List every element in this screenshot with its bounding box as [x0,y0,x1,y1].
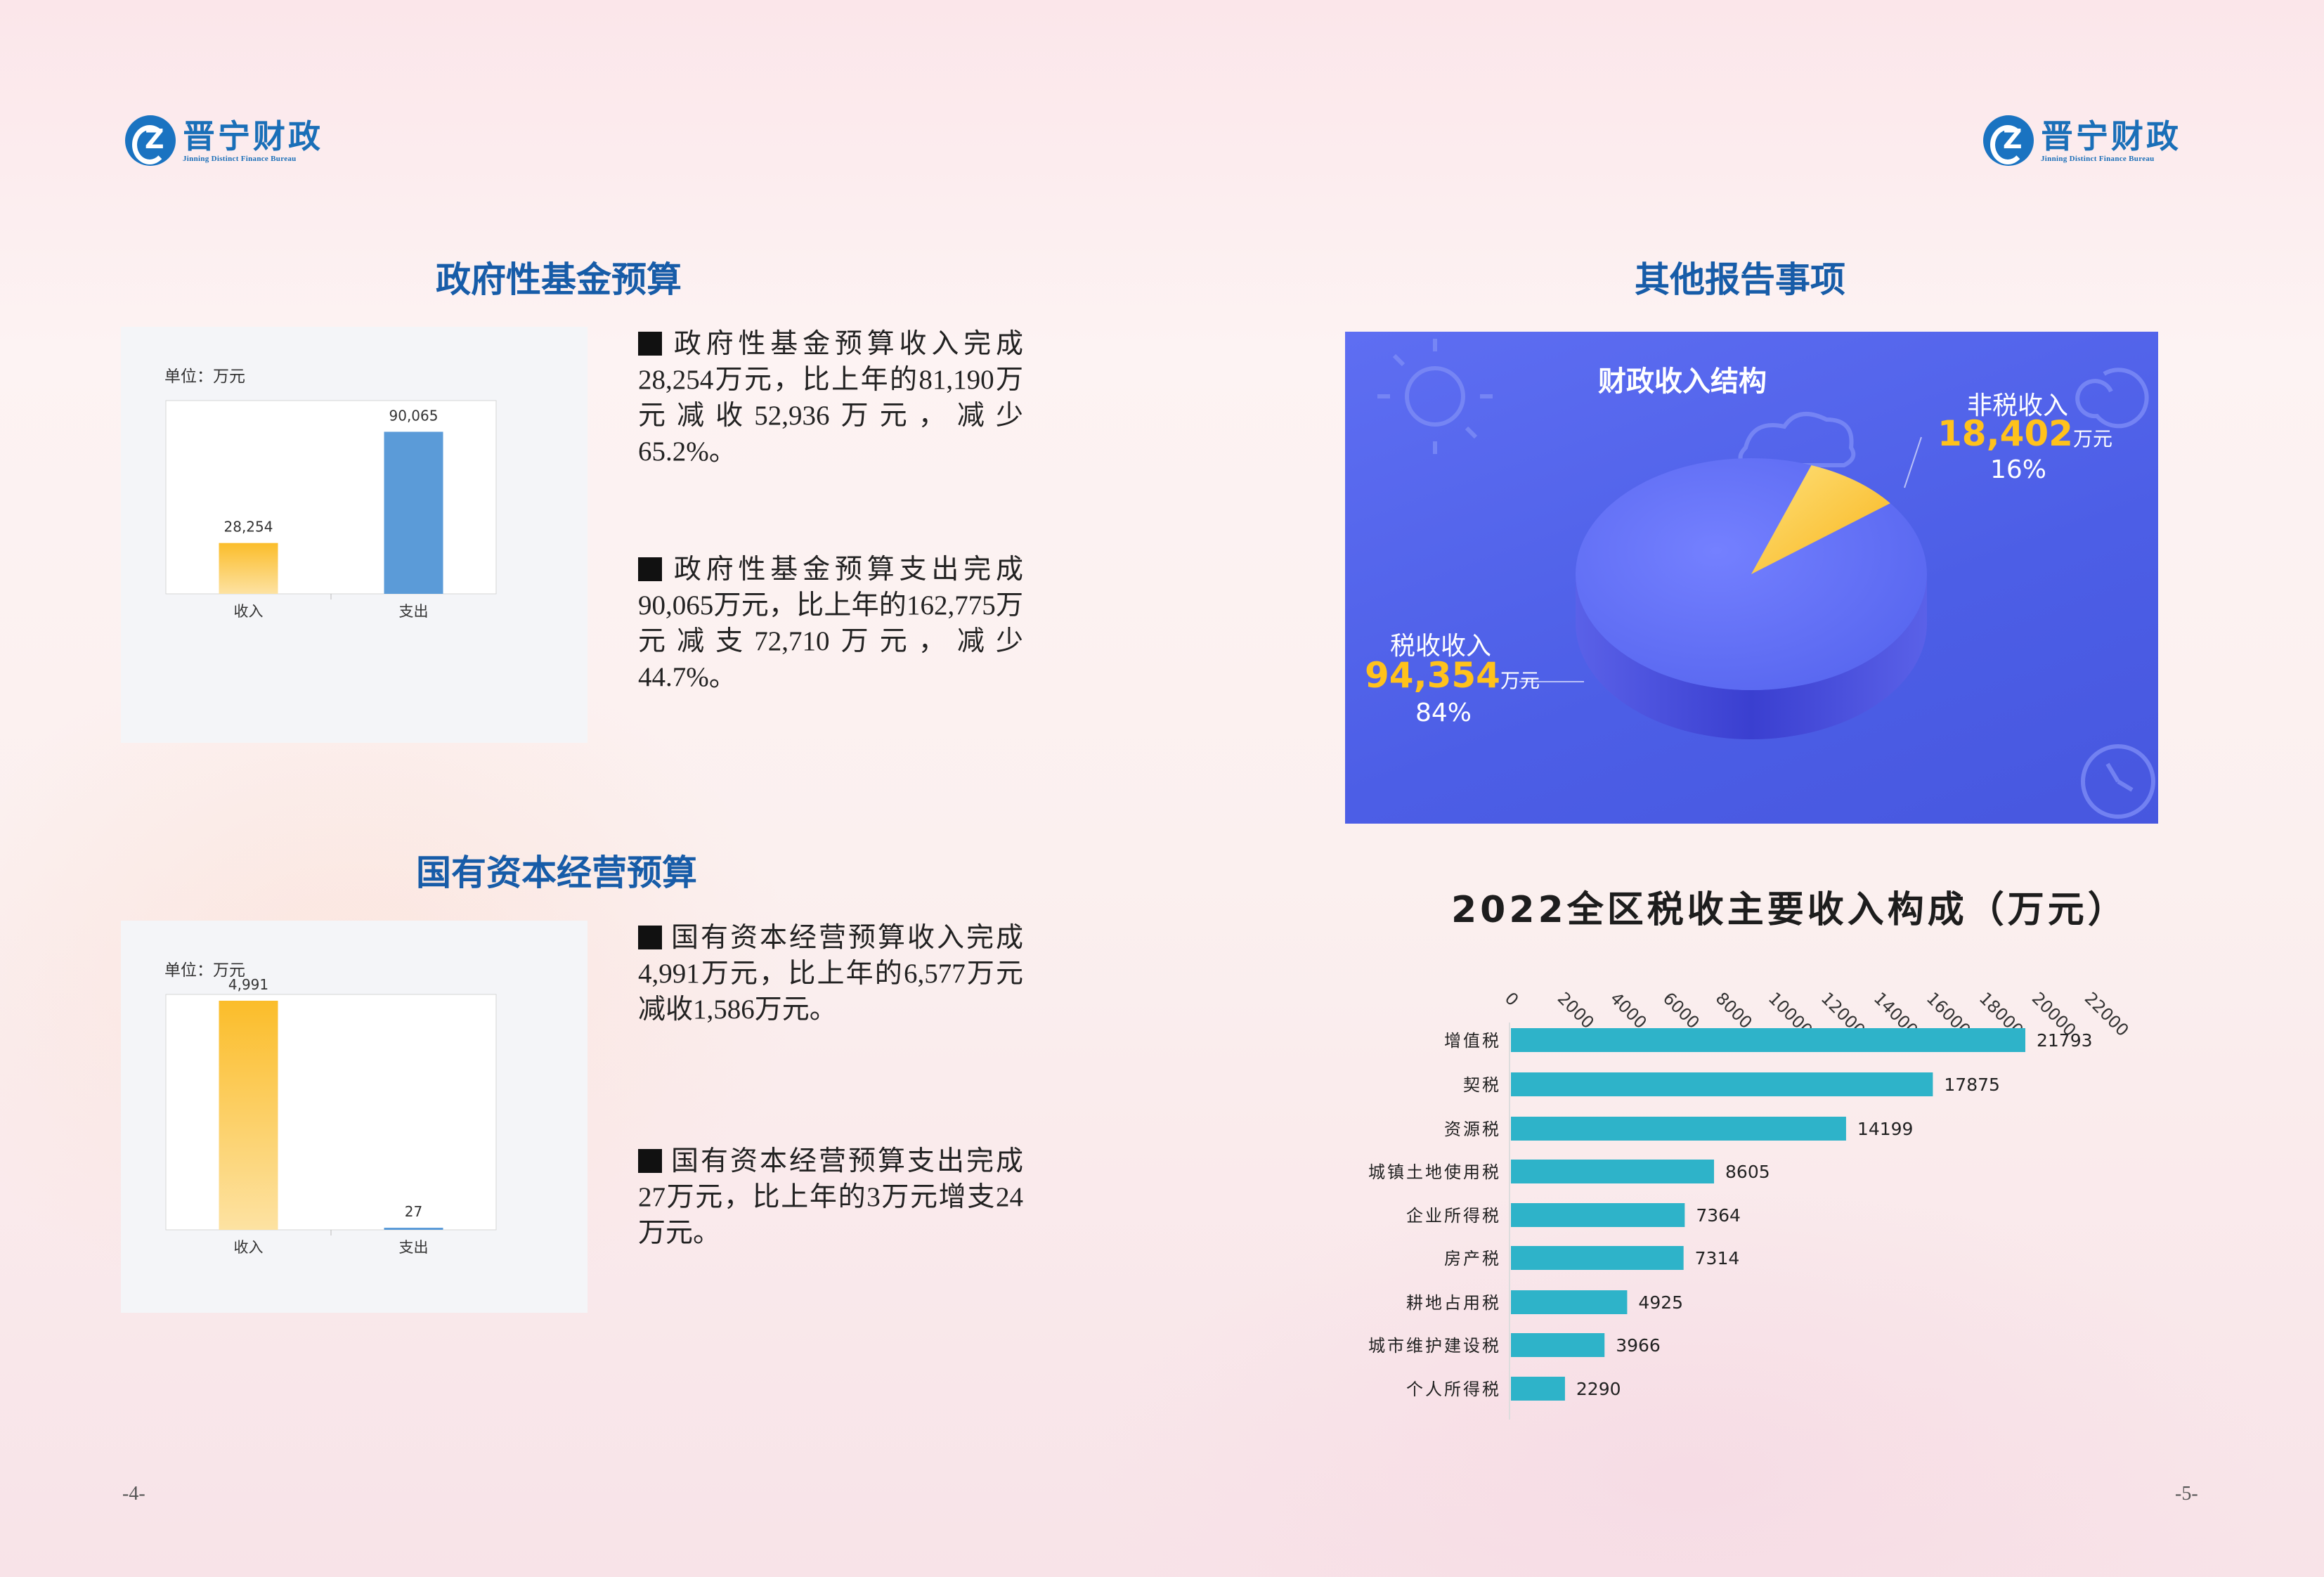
chart-unit-label: 单位：万元 [164,368,245,386]
swirl-icon [2075,368,2149,429]
bar-value-label: 90,065 [389,407,439,424]
logo-subtitle: Jinning Distinct Finance Bureau [183,155,297,163]
state-chart: 单位：万元 4,991 收入 27 支出 [121,921,588,1313]
tax-composition-title: 2022全区税收主要收入构成（万元） [1451,889,2128,931]
clock-icon [2081,744,2155,819]
bar-0 [219,543,278,594]
x-tick-label: 6000 [1659,988,1703,1032]
state-income-paragraph: 国有资本经营预算收入完成4,991万元，比上年的6,577万元减收1,586万元… [638,920,1023,1027]
nontax-percent: 16% [1990,455,2047,484]
fund-income-text: 政府性基金预算收入完成28,254万元，比上年的81,190万元减收52,936… [638,329,1023,467]
page-number-left: -4- [122,1483,145,1505]
nontax-value-wrap: 18,402万元 [1937,413,2112,454]
finance-logo-icon: Z [125,115,176,166]
tax-unit: 万元 [1500,669,1540,692]
revenue-structure-card: 财政收入结构 非税收入 18,402万元 16% 税收收入 94,354万元 8… [1345,332,2158,824]
x-tick-label: 4000 [1606,988,1651,1032]
tax-bar [1511,1160,1715,1183]
tax-bar [1511,1377,1565,1401]
fund-budget-title: 政府性基金预算 [436,259,682,300]
pie-slice-nontax [1751,465,1890,574]
tax-value-label: 8605 [1725,1162,1770,1182]
tax-value-label: 7314 [1695,1248,1740,1268]
tax-bar [1511,1290,1628,1314]
tax-value-label: 21793 [2037,1030,2093,1051]
plot-area [165,994,497,1231]
tax-bar [1511,1246,1684,1270]
tax-value-label: 3966 [1616,1335,1661,1356]
nontax-label: 非税收入 [1967,391,2069,420]
fund-expense-text: 政府性基金预算支出完成90,065万元，比上年的162,775万元减支72,71… [638,554,1023,692]
tax-bar [1511,1072,1933,1096]
pie-side [1576,574,1927,739]
tax-category-label: 耕地占用税 [1406,1293,1501,1313]
tax-value-label: 14199 [1857,1119,1914,1139]
tax-bar [1511,1333,1605,1357]
tax-category-label: 城市维护建设税 [1368,1336,1501,1356]
chart-unit-label: 单位：万元 [164,961,245,980]
bullet-square-icon [638,926,662,949]
fund-chart-svg: 单位：万元 28,254 收入 90,065 支出 [164,368,497,620]
tax-category-label: 企业所得税 [1406,1206,1501,1226]
category-label: 收入 [234,603,264,620]
tax-category-label: 城镇土地使用税 [1368,1162,1501,1182]
tax-category-label: 契税 [1463,1075,1501,1095]
nontax-value: 18,402 [1937,413,2073,454]
sun-icon [1405,366,1465,427]
bullet-square-icon [638,332,662,356]
nontax-leader-line [1904,436,1922,488]
tax-bar [1511,1203,1685,1227]
bar-value-label: 28,254 [224,519,273,536]
x-tick-label: 2000 [1554,988,1598,1032]
logo-title: 晋宁财政 [183,117,323,155]
tax-percent: 84% [1415,699,1472,727]
bullet-square-icon [638,557,662,581]
category-label: 收入 [234,1239,264,1256]
fund-chart: 单位：万元 28,254 收入 90,065 支出 [121,327,588,743]
bar-1 [384,1228,443,1230]
nontax-unit: 万元 [2072,427,2112,450]
category-label: 支出 [399,1239,429,1256]
logo-title: 晋宁财政 [2041,117,2181,155]
logo-subtitle: Jinning Distinct Finance Bureau [2041,155,2155,163]
bar-0 [219,1001,278,1230]
tax-value-label: 17875 [1944,1075,2000,1095]
state-expense-paragraph: 国有资本经营预算支出完成27万元，比上年的3万元增支24万元。 [638,1143,1023,1251]
page-number-right: -5- [2175,1483,2198,1505]
x-tick-label: 8000 [1712,988,1756,1032]
logo-right: Z 晋宁财政 Jinning Distinct Finance Bureau [1983,115,2181,166]
revenue-pie-chart [1519,436,1927,739]
tax-value-label: 2290 [1576,1379,1621,1399]
tax-bar [1511,1028,2025,1052]
tax-category-label: 房产税 [1444,1249,1501,1268]
bar-value-label: 27 [405,1203,422,1220]
bar-1 [384,431,443,594]
fund-expense-paragraph: 政府性基金预算支出完成90,065万元，比上年的162,775万元减支72,71… [638,552,1023,695]
tax-label: 税收收入 [1390,632,1492,661]
tax-value-label: 7364 [1696,1205,1741,1226]
pie-title: 财政收入结构 [1598,365,1767,398]
tax-composition-chart: 0 2000 4000 6000 8000 10000 12000 14000 16000 180… [1368,988,2133,1420]
state-chart-svg: 单位：万元4,991 收入 27 支出 [164,961,497,1256]
tax-category-label: 资源税 [1444,1120,1501,1139]
tax-value: 94,354 [1365,655,1500,696]
state-income-text: 国有资本经营预算收入完成4,991万元，比上年的6,577万元减收1,586万元… [638,923,1023,1025]
plot-area [165,400,497,595]
bullet-square-icon [638,1149,662,1173]
tax-value-wrap: 94,354万元 [1365,655,1540,696]
other-matters-title: 其他报告事项 [1635,259,1845,300]
state-capital-title: 国有资本经营预算 [416,852,697,893]
tax-bar [1511,1117,1846,1141]
x-tick-label: 0 [1501,988,1523,1010]
tax-category-label: 增值税 [1444,1031,1501,1051]
category-label: 支出 [399,603,429,620]
tax-value-label: 4925 [1638,1292,1683,1313]
state-expense-text: 国有资本经营预算支出完成27万元，比上年的3万元增支24万元。 [638,1146,1023,1248]
logo-left: Z 晋宁财政 Jinning Distinct Finance Bureau [125,115,323,166]
finance-logo-icon: Z [1983,115,2034,166]
fund-income-paragraph: 政府性基金预算收入完成28,254万元，比上年的81,190万元减收52,936… [638,326,1023,469]
tax-category-label: 个人所得税 [1406,1380,1501,1399]
bar-value-label: 4,991 [228,976,268,993]
